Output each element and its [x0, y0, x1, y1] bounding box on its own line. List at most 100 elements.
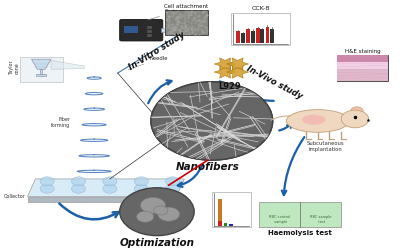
Point: [172, 11, 178, 15]
Point: [193, 14, 200, 18]
Point: [175, 15, 181, 19]
Point: [199, 23, 205, 27]
Point: [188, 12, 194, 16]
Point: [188, 21, 194, 25]
Point: [170, 26, 176, 30]
Text: Nanofibers: Nanofibers: [176, 162, 240, 172]
Ellipse shape: [286, 110, 349, 132]
Point: [185, 11, 191, 15]
Circle shape: [103, 184, 117, 193]
Bar: [337, 55, 388, 81]
Point: [182, 23, 188, 27]
Point: [172, 32, 179, 36]
Bar: [218, 221, 222, 226]
Point: [199, 19, 205, 23]
Point: [194, 24, 201, 28]
Bar: [36, 74, 46, 76]
Point: [203, 25, 209, 29]
Point: [170, 31, 176, 35]
Point: [180, 31, 187, 35]
Text: Taylor
cone: Taylor cone: [9, 61, 20, 75]
Bar: [147, 26, 152, 29]
Circle shape: [134, 177, 148, 186]
Point: [180, 33, 187, 37]
Point: [189, 18, 196, 22]
Point: [171, 26, 178, 30]
Point: [189, 26, 195, 30]
Bar: [147, 34, 152, 37]
Circle shape: [103, 177, 117, 186]
Point: [175, 16, 182, 20]
Point: [171, 27, 177, 31]
Point: [200, 16, 207, 20]
Text: Haemolysis test: Haemolysis test: [268, 230, 332, 236]
Text: PVP/PVA
solution: PVP/PVA solution: [175, 10, 208, 28]
Point: [191, 33, 198, 37]
Point: [186, 31, 192, 35]
Bar: [40, 69, 42, 74]
Point: [166, 10, 173, 14]
Point: [195, 10, 201, 14]
Point: [171, 28, 178, 32]
Text: Syringe: Syringe: [148, 9, 185, 20]
Point: [188, 26, 194, 30]
Point: [183, 24, 190, 28]
Point: [174, 32, 181, 36]
Text: CCK-8: CCK-8: [252, 6, 270, 11]
Circle shape: [154, 206, 168, 215]
Point: [169, 11, 176, 15]
Point: [167, 29, 173, 33]
Point: [191, 28, 198, 32]
Point: [190, 10, 197, 14]
Point: [189, 24, 196, 28]
Polygon shape: [214, 66, 236, 78]
Point: [174, 18, 181, 22]
Point: [172, 24, 178, 28]
Point: [202, 26, 209, 30]
Point: [198, 22, 204, 26]
Point: [174, 20, 180, 24]
Point: [177, 28, 184, 32]
Point: [189, 9, 195, 13]
Point: [168, 14, 175, 18]
Point: [201, 18, 207, 22]
Point: [182, 24, 188, 28]
Point: [191, 15, 198, 19]
Point: [188, 10, 194, 14]
Point: [196, 18, 202, 22]
Point: [196, 17, 202, 21]
Point: [175, 9, 181, 13]
Point: [169, 28, 175, 33]
Circle shape: [72, 184, 86, 193]
Circle shape: [151, 82, 272, 160]
Point: [189, 30, 195, 34]
Point: [182, 16, 188, 20]
Point: [189, 17, 196, 21]
Point: [166, 14, 172, 18]
Point: [182, 23, 189, 27]
Point: [168, 22, 174, 26]
Point: [178, 26, 184, 30]
Text: L929: L929: [218, 82, 241, 91]
Point: [185, 29, 191, 33]
Bar: [270, 29, 274, 43]
Point: [177, 12, 184, 16]
Point: [176, 12, 182, 16]
Point: [181, 21, 187, 25]
Point: [202, 15, 208, 19]
Text: RBC sample
  test: RBC sample test: [310, 215, 331, 224]
Bar: [178, 29, 184, 31]
Point: [169, 25, 176, 29]
Point: [165, 25, 172, 29]
Point: [182, 12, 188, 16]
Point: [168, 11, 174, 15]
Point: [179, 30, 186, 35]
Point: [179, 13, 185, 17]
Polygon shape: [51, 60, 84, 69]
Point: [202, 15, 208, 19]
Point: [170, 28, 176, 32]
Circle shape: [136, 211, 154, 222]
Text: Fiber
forming: Fiber forming: [52, 117, 71, 128]
Bar: [124, 26, 138, 33]
Point: [170, 23, 176, 27]
